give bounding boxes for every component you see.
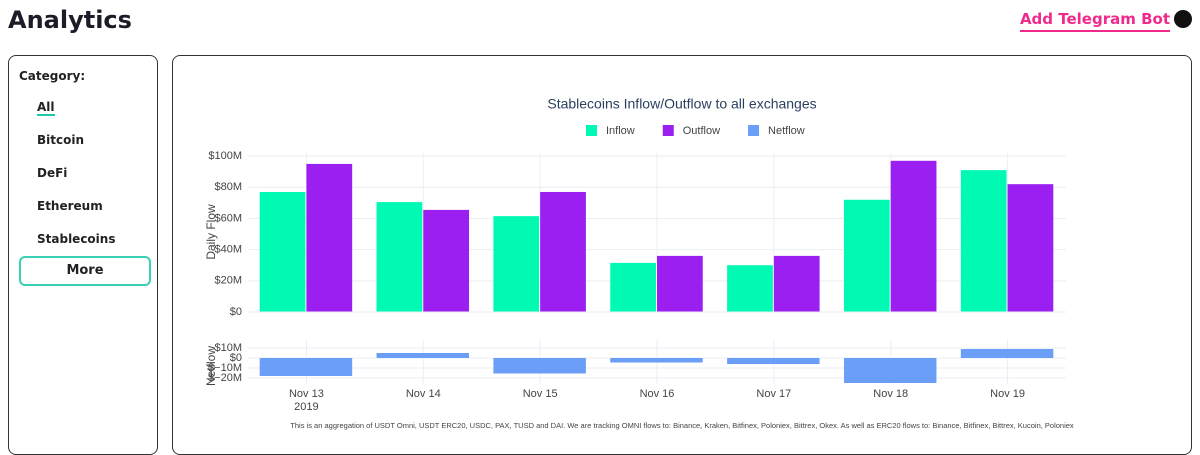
chart-title: Stablecoins Inflow/Outflow to all exchan…	[547, 96, 816, 112]
legend-label: Inflow	[606, 125, 635, 137]
bar	[306, 163, 353, 312]
sidebar: Category: All Bitcoin DeFi Ethereum Stableco…	[8, 55, 158, 455]
y-tick-label: $−10M	[208, 362, 242, 374]
bar	[727, 265, 773, 312]
x-tick-label: Nov 19	[990, 388, 1025, 400]
bar	[960, 170, 1007, 312]
category-label: Category:	[19, 69, 86, 83]
bar	[376, 353, 470, 358]
y-tick-label: $20M	[214, 275, 242, 287]
bar	[493, 216, 540, 312]
bar	[376, 202, 423, 312]
category-item[interactable]: Bitcoin	[37, 133, 85, 147]
legend-swatch	[662, 125, 674, 136]
bar	[890, 160, 937, 312]
bar	[610, 262, 656, 312]
category-item[interactable]: Stablecoins	[37, 232, 116, 246]
bar	[540, 191, 586, 312]
legend-label: Outflow	[683, 125, 720, 137]
y-tick-label: $60M	[214, 212, 242, 224]
bar	[610, 358, 703, 363]
bar	[423, 209, 470, 312]
y2-axis-title: Netflow	[204, 346, 218, 386]
x-tick-label: Nov 16	[640, 388, 675, 400]
telegram-icon[interactable]	[1174, 10, 1192, 28]
bar	[1007, 184, 1054, 312]
bar	[259, 191, 306, 312]
telegram-link[interactable]: Add Telegram Bot	[1019, 10, 1170, 32]
legend-swatch	[748, 125, 760, 136]
more-button[interactable]: More	[19, 256, 151, 286]
y-tick-label: $40M	[214, 244, 242, 256]
category-item[interactable]: All	[37, 100, 55, 116]
chart-note: This is an aggregation of USDT Omni, USD…	[290, 421, 1074, 430]
x-tick-label: Nov 14	[406, 388, 441, 400]
page: Analytics Add Telegram Bot Category: All…	[8, 6, 1192, 455]
bar	[727, 358, 820, 364]
x-tick-label: Nov 18	[873, 388, 908, 400]
bar	[657, 255, 703, 312]
bar	[259, 358, 353, 376]
y-tick-label: $100M	[208, 150, 242, 162]
x-tick-label: Nov 17	[756, 388, 791, 400]
legend-swatch	[586, 125, 597, 136]
y-tick-label: $0	[230, 306, 242, 318]
bar	[843, 199, 890, 312]
x-year-label: 2019	[294, 401, 318, 413]
y-tick-label: $80M	[214, 181, 242, 193]
x-tick-label: Nov 15	[523, 388, 558, 400]
bar	[493, 358, 586, 374]
chart: Stablecoins Inflow/Outflow to all exchan…	[204, 96, 1074, 430]
bar	[960, 349, 1054, 358]
category-item[interactable]: DeFi	[37, 166, 68, 180]
y-axis-title: Daily Flow	[204, 204, 218, 260]
bar	[773, 255, 820, 312]
y-tick-label: $0	[230, 352, 242, 364]
x-tick-label: Nov 13	[289, 388, 324, 400]
y-tick-label: $−20M	[208, 372, 242, 384]
category-item[interactable]: Ethereum	[37, 199, 103, 213]
y-tick-label: $10M	[214, 342, 242, 354]
bar	[843, 358, 937, 383]
legend-label: Netflow	[768, 125, 805, 137]
page-title: Analytics	[8, 6, 132, 34]
